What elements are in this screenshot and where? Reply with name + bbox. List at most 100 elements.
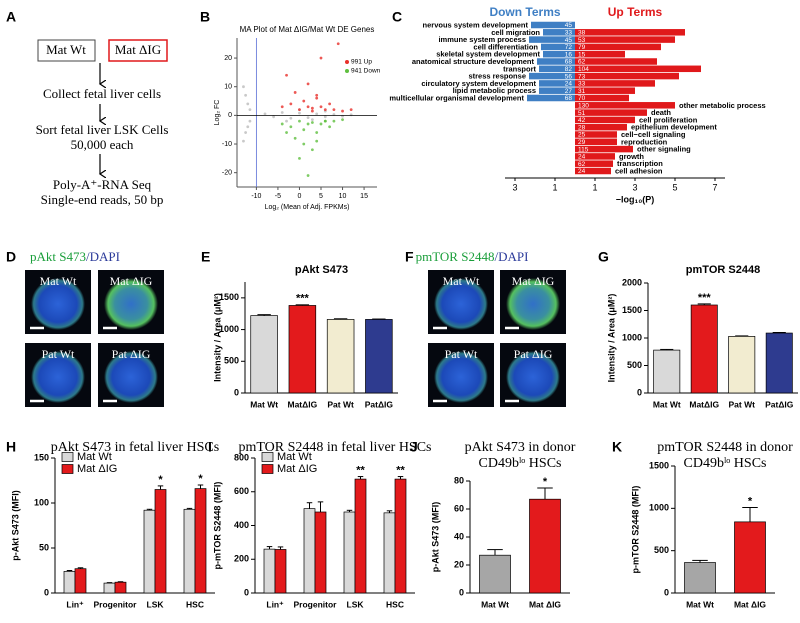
bar bbox=[539, 80, 575, 87]
point bbox=[280, 105, 284, 109]
chart-title: pAkt S473 in fetal liver HSCs bbox=[51, 440, 219, 455]
counterstain-label: /DAPI bbox=[494, 249, 528, 264]
panel-label: F bbox=[405, 249, 414, 265]
x-tick-label: 15 bbox=[360, 193, 368, 200]
point bbox=[332, 119, 336, 123]
count-label: 45 bbox=[565, 37, 573, 44]
count-label: 51 bbox=[578, 110, 586, 117]
bar bbox=[575, 87, 635, 94]
term-label: other signaling bbox=[637, 145, 691, 154]
bar bbox=[183, 508, 196, 594]
count-label: 53 bbox=[578, 37, 586, 44]
bar bbox=[314, 511, 327, 594]
count-label: 45 bbox=[565, 22, 573, 29]
count-label: 70 bbox=[578, 95, 586, 102]
point bbox=[302, 99, 306, 103]
bar bbox=[575, 58, 657, 65]
legend-swatch bbox=[61, 464, 74, 474]
y-tick-label: 0 bbox=[228, 112, 232, 119]
image-label: Pat ΔIG bbox=[514, 347, 553, 361]
chart-title: pAkt S473 bbox=[295, 264, 348, 276]
cell bbox=[104, 278, 158, 330]
point bbox=[315, 93, 319, 97]
bar bbox=[539, 65, 575, 73]
bar bbox=[263, 548, 276, 594]
term-label: immune system process bbox=[438, 35, 526, 44]
x-tick-label: 0 bbox=[298, 193, 302, 200]
legend-label: Mat Wt bbox=[77, 451, 112, 463]
bar bbox=[154, 489, 167, 594]
point bbox=[306, 82, 310, 86]
point bbox=[293, 91, 297, 94]
count-label: 72 bbox=[565, 44, 573, 51]
point bbox=[246, 102, 250, 106]
chart-title: pmTOR S2448 in donor bbox=[657, 440, 793, 455]
bar bbox=[765, 332, 793, 394]
point bbox=[310, 106, 314, 110]
bar bbox=[575, 109, 647, 116]
term-label: epithelium development bbox=[631, 123, 717, 132]
x-tick-label: Mat Wt bbox=[250, 399, 278, 409]
x-tick-label: Mat ΔIG bbox=[529, 599, 561, 609]
count-label: 68 bbox=[565, 59, 573, 66]
y-tick-label: 1000 bbox=[622, 332, 642, 342]
y-tick-label: 0 bbox=[244, 587, 249, 597]
count-label: 24 bbox=[578, 168, 586, 175]
bar bbox=[326, 319, 355, 394]
y-tick-label: 0 bbox=[44, 587, 49, 597]
bar bbox=[575, 65, 701, 73]
significance: ** bbox=[396, 464, 405, 476]
bar bbox=[343, 511, 356, 594]
x-tick-label: Progenitor bbox=[94, 599, 138, 609]
x-tick-label: Mat Wt bbox=[481, 599, 509, 609]
bar bbox=[684, 562, 716, 594]
bar bbox=[543, 50, 575, 58]
panel-label: I bbox=[208, 439, 212, 455]
y-tick-label: 400 bbox=[234, 520, 249, 530]
series-header: Up Terms bbox=[608, 5, 663, 19]
significance: * bbox=[158, 474, 163, 486]
x-axis-label: Log₂ (Mean of Adj. FPKMs) bbox=[265, 204, 350, 211]
legend-label: Mat ΔIG bbox=[277, 463, 317, 475]
count-label: 38 bbox=[578, 30, 586, 37]
point bbox=[244, 93, 248, 97]
term-label: cell adhesion bbox=[615, 166, 663, 175]
count-label: 42 bbox=[578, 117, 586, 124]
bar bbox=[354, 478, 367, 594]
count-label: 62 bbox=[578, 161, 586, 168]
panel-label: K bbox=[612, 439, 622, 455]
y-tick-label: 20 bbox=[454, 559, 464, 569]
x-axis-label: −log₁₀(P) bbox=[616, 194, 655, 204]
bar bbox=[529, 72, 575, 80]
count-label: 16 bbox=[565, 51, 573, 58]
point bbox=[242, 85, 245, 89]
x-tick-label: Pat Wt bbox=[729, 399, 756, 409]
point bbox=[323, 119, 327, 123]
x-tick-label: 7 bbox=[712, 182, 717, 192]
x-tick-label: HSC bbox=[186, 599, 204, 609]
y-tick-label: 60 bbox=[454, 503, 464, 513]
step-text: Poly-A⁺-RNA Seq bbox=[53, 177, 152, 192]
bar bbox=[690, 304, 718, 394]
y-tick-label: 1000 bbox=[649, 503, 669, 513]
y-tick-label: 50 bbox=[39, 542, 49, 552]
cell bbox=[31, 278, 85, 330]
term-label: growth bbox=[619, 152, 644, 161]
bar bbox=[529, 498, 561, 594]
bar bbox=[288, 305, 317, 394]
significance: * bbox=[748, 495, 753, 507]
y-tick-label: 200 bbox=[234, 554, 249, 564]
term-label: nervous system development bbox=[423, 20, 529, 29]
count-label: 104 bbox=[578, 66, 589, 73]
count-label: 28 bbox=[578, 124, 586, 131]
count-label: 29 bbox=[578, 139, 586, 146]
group-box bbox=[108, 39, 168, 62]
y-tick-label: 500 bbox=[654, 545, 669, 555]
legend-label: Mat Wt bbox=[277, 451, 312, 463]
bar bbox=[143, 509, 156, 594]
group-label: Mat ΔIG bbox=[115, 42, 161, 57]
chart-title: CD49bˡᵒ HSCs bbox=[684, 456, 767, 471]
bar bbox=[575, 167, 611, 175]
count-label: 115 bbox=[578, 146, 589, 153]
bar bbox=[575, 123, 627, 131]
